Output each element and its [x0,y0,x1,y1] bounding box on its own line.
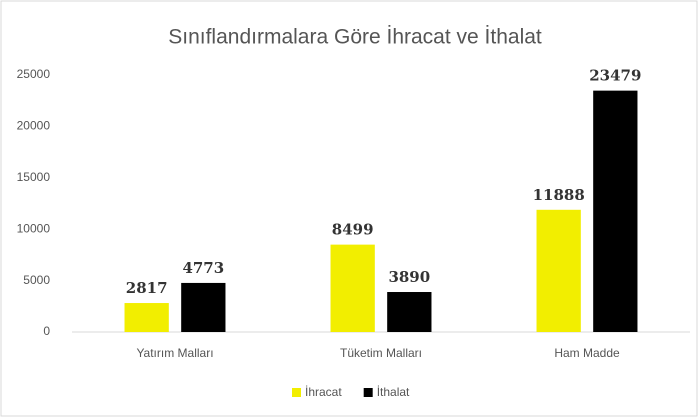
value-label: 23479 [589,67,641,85]
y-tick-label: 5000 [23,273,50,287]
legend-label: İthalat [377,385,410,399]
bar [536,209,581,332]
legend-label: İhracat [305,385,342,399]
legend-swatch [292,388,301,397]
chart-title: Sınıflandırmalara Göre İhracat ve İthala… [168,26,542,49]
value-label: 2817 [126,279,168,297]
x-tick-label: Yatırım Malları [136,346,213,360]
value-label: 4773 [182,259,224,277]
x-tick-label: Tüketim Malları [340,346,422,360]
y-tick-label: 0 [43,324,50,338]
bar [593,90,638,332]
x-tick-label: Ham Madde [554,346,620,360]
bar [387,292,432,332]
y-tick-label: 10000 [17,221,51,235]
value-label: 3890 [388,268,430,286]
legend-swatch [363,388,373,397]
y-tick-label: 15000 [17,170,51,184]
bar [181,282,226,332]
bar [330,244,375,332]
y-tick-label: 25000 [17,67,51,81]
bar [124,303,169,332]
value-label: 11888 [533,186,585,204]
value-label: 8499 [332,221,374,239]
y-tick-label: 20000 [17,119,51,133]
